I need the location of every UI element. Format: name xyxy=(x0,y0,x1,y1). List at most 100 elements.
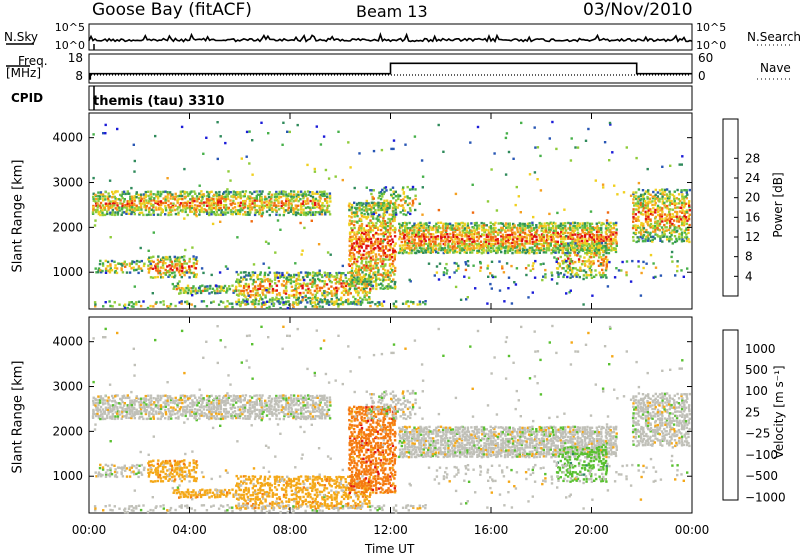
power-cell-493 xyxy=(232,200,234,202)
power-cell-2536 xyxy=(468,243,470,245)
power-cell-4278 xyxy=(184,249,186,251)
power-cell-4362 xyxy=(311,220,313,222)
power-cell-2388 xyxy=(439,227,441,229)
power-cell-3921 xyxy=(683,200,685,202)
power-cell-2721 xyxy=(504,229,506,231)
power-cell-1020 xyxy=(138,268,140,270)
power-cell-2311 xyxy=(425,240,427,242)
power-cell-4181 xyxy=(534,277,536,279)
power-cell-3557 xyxy=(632,221,634,223)
power-cell-3974 xyxy=(128,301,130,303)
power-cell-4388 xyxy=(358,152,360,154)
power-cell-1789 xyxy=(363,288,365,290)
power-cell-2655 xyxy=(493,250,495,252)
power-cell-4485 xyxy=(556,282,558,284)
power-cell-745 xyxy=(304,191,306,193)
power-cell-3512 xyxy=(598,272,600,274)
power-cell-3838 xyxy=(672,209,674,211)
power-cell-3216 xyxy=(602,236,604,238)
power-cell-4426 xyxy=(465,298,467,300)
power-cell-1823 xyxy=(365,256,367,258)
power-cell-3230 xyxy=(605,225,607,227)
velocity-cell-101 xyxy=(118,402,120,404)
power-cell-174 xyxy=(141,202,143,204)
power-cell-2559 xyxy=(473,245,475,247)
velocity-cell-45 xyxy=(104,418,106,420)
power-cell-1984 xyxy=(379,258,381,260)
power-cell-3581 xyxy=(635,198,637,200)
power-cell-4109 xyxy=(383,300,385,302)
power-cell-3427 xyxy=(570,258,572,260)
power-cell-3553 xyxy=(632,236,634,238)
power-cell-3350 xyxy=(400,211,402,213)
power-cell-1448 xyxy=(324,272,326,274)
power-cell-1030 xyxy=(176,288,178,290)
power-cell-3851 xyxy=(674,207,676,209)
power-cell-2056 xyxy=(384,214,386,216)
power-cell-2285 xyxy=(420,240,422,242)
power-cell-757 xyxy=(309,207,311,209)
power-cell-211 xyxy=(150,196,152,198)
velocity-cell-137 xyxy=(128,397,130,399)
power-cell-3951 xyxy=(689,214,691,216)
power-cell-4416 xyxy=(436,265,438,267)
power-cell-273 xyxy=(169,209,171,211)
power-cell-1345 xyxy=(298,272,300,274)
power-cell-3858 xyxy=(676,240,678,242)
power-cell-944 xyxy=(188,260,190,262)
power-cell-2635 xyxy=(488,238,490,240)
power-cell-3398 xyxy=(560,256,562,258)
power-cell-1029 xyxy=(173,285,175,287)
power-cell-3970 xyxy=(124,307,126,309)
power-cell-3899 xyxy=(680,207,682,209)
power-cell-4413 xyxy=(422,176,424,178)
power-cell-2975 xyxy=(554,234,556,236)
power-cell-4443 xyxy=(490,168,492,170)
power-cell-4230 xyxy=(654,276,656,278)
power-cell-3601 xyxy=(638,188,640,190)
power-cell-356 xyxy=(194,193,196,195)
power-cell-1028 xyxy=(173,288,175,290)
velocity-cell-122 xyxy=(126,413,128,415)
power-cell-2012 xyxy=(382,258,384,260)
velocity-cell-25 xyxy=(97,395,99,397)
power-cell-2485 xyxy=(458,238,460,240)
power-cell-2424 xyxy=(446,233,448,235)
power-cell-2724 xyxy=(505,222,507,224)
power-cell-288 xyxy=(174,205,176,207)
power-cell-2293 xyxy=(422,252,424,254)
power-cell-4437 xyxy=(483,229,485,231)
velocity-cell-163 xyxy=(139,416,141,418)
power-cell-4252 xyxy=(114,191,116,193)
power-cell-3165 xyxy=(593,238,595,240)
velocity-cell-119 xyxy=(123,395,125,397)
power-cell-1817 xyxy=(365,269,367,271)
power-cell-790 xyxy=(319,200,321,202)
power-cell-2406 xyxy=(444,243,446,245)
power-cell-3418 xyxy=(566,255,568,257)
power-cell-3849 xyxy=(673,216,675,218)
power-cell-4315 xyxy=(241,157,243,159)
power-cell-3577 xyxy=(635,213,637,215)
power-cell-301 xyxy=(178,206,180,208)
power-cell-3196 xyxy=(598,222,600,224)
power-cell-1501 xyxy=(337,287,339,289)
power-cell-940 xyxy=(188,271,190,273)
power-cell-1325 xyxy=(295,294,297,296)
power-cell-364 xyxy=(198,213,200,215)
power-cell-1887 xyxy=(369,231,371,233)
power-cell-1038 xyxy=(183,292,185,294)
power-cell-1876 xyxy=(369,263,371,265)
power-cell-433 xyxy=(216,195,218,197)
power-cell-4093 xyxy=(353,301,355,303)
power-cell-4290 xyxy=(201,267,203,269)
power-cell-2143 xyxy=(394,281,396,283)
power-cell-1925 xyxy=(375,288,377,290)
power-cell-257 xyxy=(165,202,167,204)
power-cell-2153 xyxy=(395,242,397,244)
power-cell-4055 xyxy=(272,303,274,305)
power-cell-4291 xyxy=(202,272,204,274)
power-cell-2859 xyxy=(531,222,533,224)
power-cell-2373 xyxy=(437,235,439,237)
power-cell-3480 xyxy=(588,274,590,276)
